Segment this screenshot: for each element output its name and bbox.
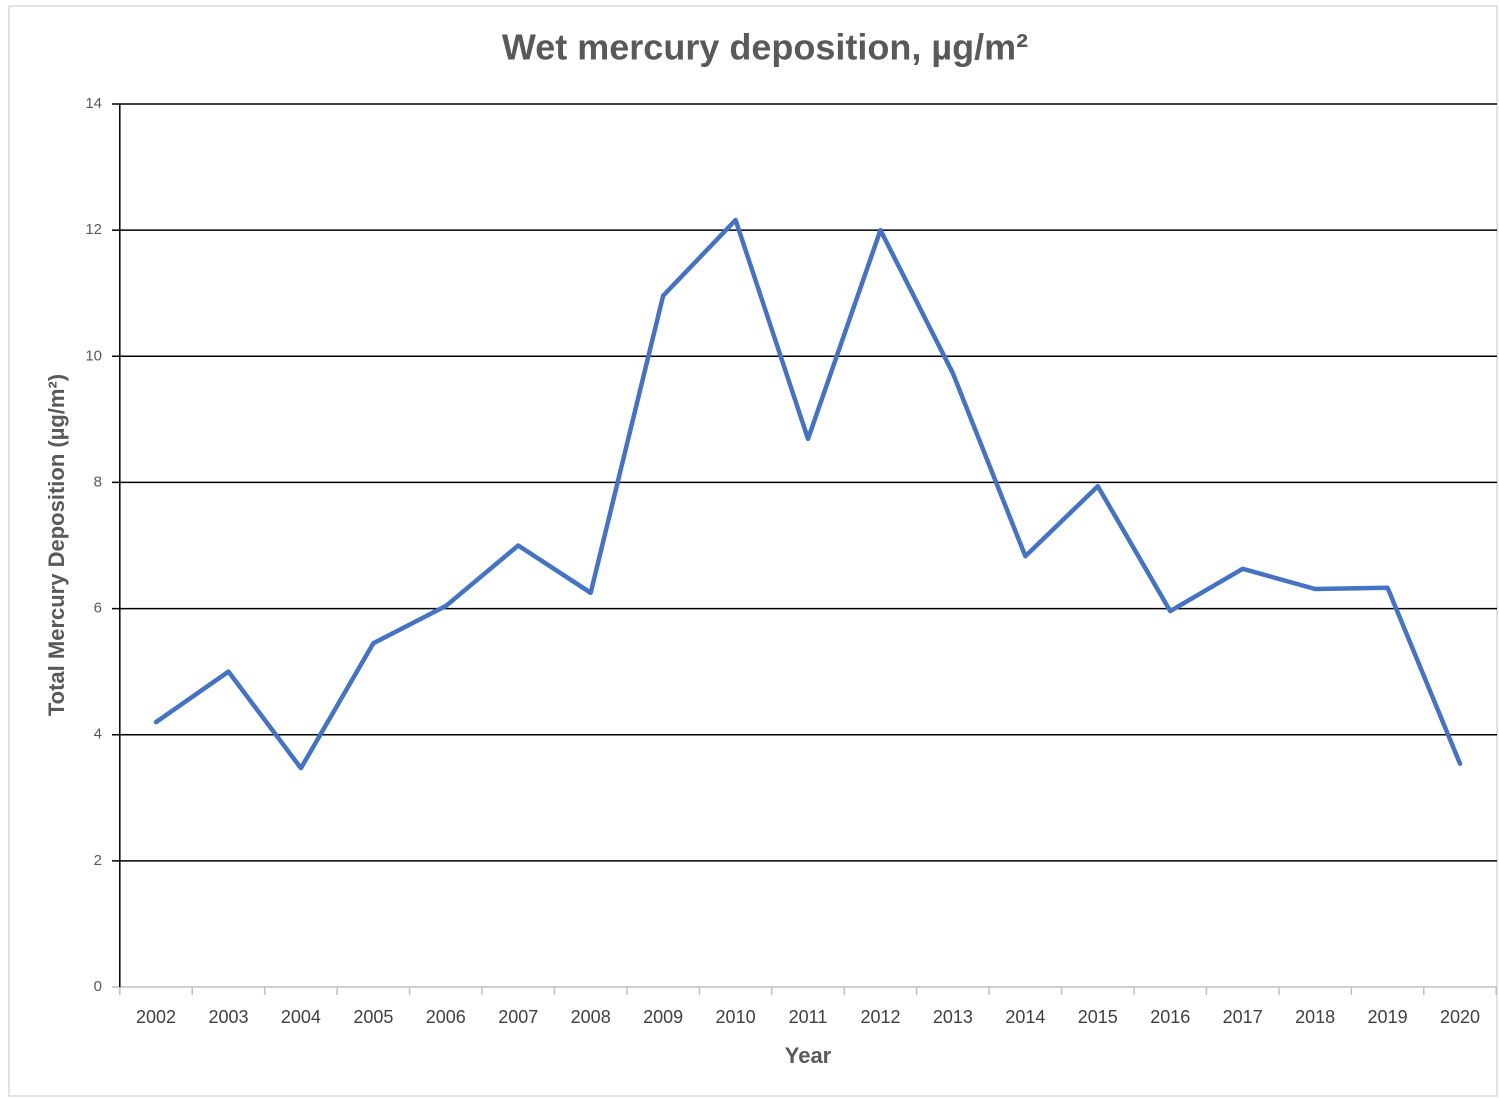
x-tick-label: 2015: [1078, 1007, 1118, 1027]
x-axis-label: Year: [785, 1043, 832, 1068]
y-tick-label: 10: [85, 347, 102, 364]
y-tick-label: 0: [94, 978, 102, 995]
y-axis-label: Total Mercury Deposition (µg/m²): [44, 374, 69, 716]
x-tick-label: 2016: [1150, 1007, 1190, 1027]
x-tick-label: 2019: [1368, 1007, 1408, 1027]
x-tick-label: 2010: [716, 1007, 756, 1027]
y-tick-label: 6: [94, 600, 102, 617]
x-tick-label: 2008: [571, 1007, 611, 1027]
x-tick-label: 2009: [643, 1007, 683, 1027]
x-tick-label: 2018: [1295, 1007, 1335, 1027]
y-tick-label: 4: [94, 726, 102, 743]
x-tick-label: 2003: [208, 1007, 248, 1027]
x-tick-label: 2004: [281, 1007, 321, 1027]
data-line: [153, 217, 1463, 771]
x-tick-label: 2014: [1005, 1007, 1045, 1027]
x-tick-label: 2011: [789, 1007, 828, 1027]
x-tick-label: 2006: [426, 1007, 466, 1027]
x-tick-label: 2002: [136, 1007, 176, 1027]
x-tick-label: 2017: [1223, 1007, 1263, 1027]
y-tick-label: 8: [94, 473, 102, 490]
x-tick-label: 2007: [498, 1007, 538, 1027]
x-tick-label: 2012: [860, 1007, 900, 1027]
chart-border: [8, 5, 1498, 1097]
x-tick-label: 2013: [933, 1007, 973, 1027]
x-tick-label: 2020: [1440, 1007, 1480, 1027]
y-tick-label: 14: [85, 95, 102, 112]
y-tick-label: 12: [85, 221, 102, 238]
x-tick-label: 2005: [353, 1007, 393, 1027]
y-tick-label: 2: [94, 852, 102, 869]
chart-title: Wet mercury deposition, µg/m²: [502, 27, 1028, 68]
